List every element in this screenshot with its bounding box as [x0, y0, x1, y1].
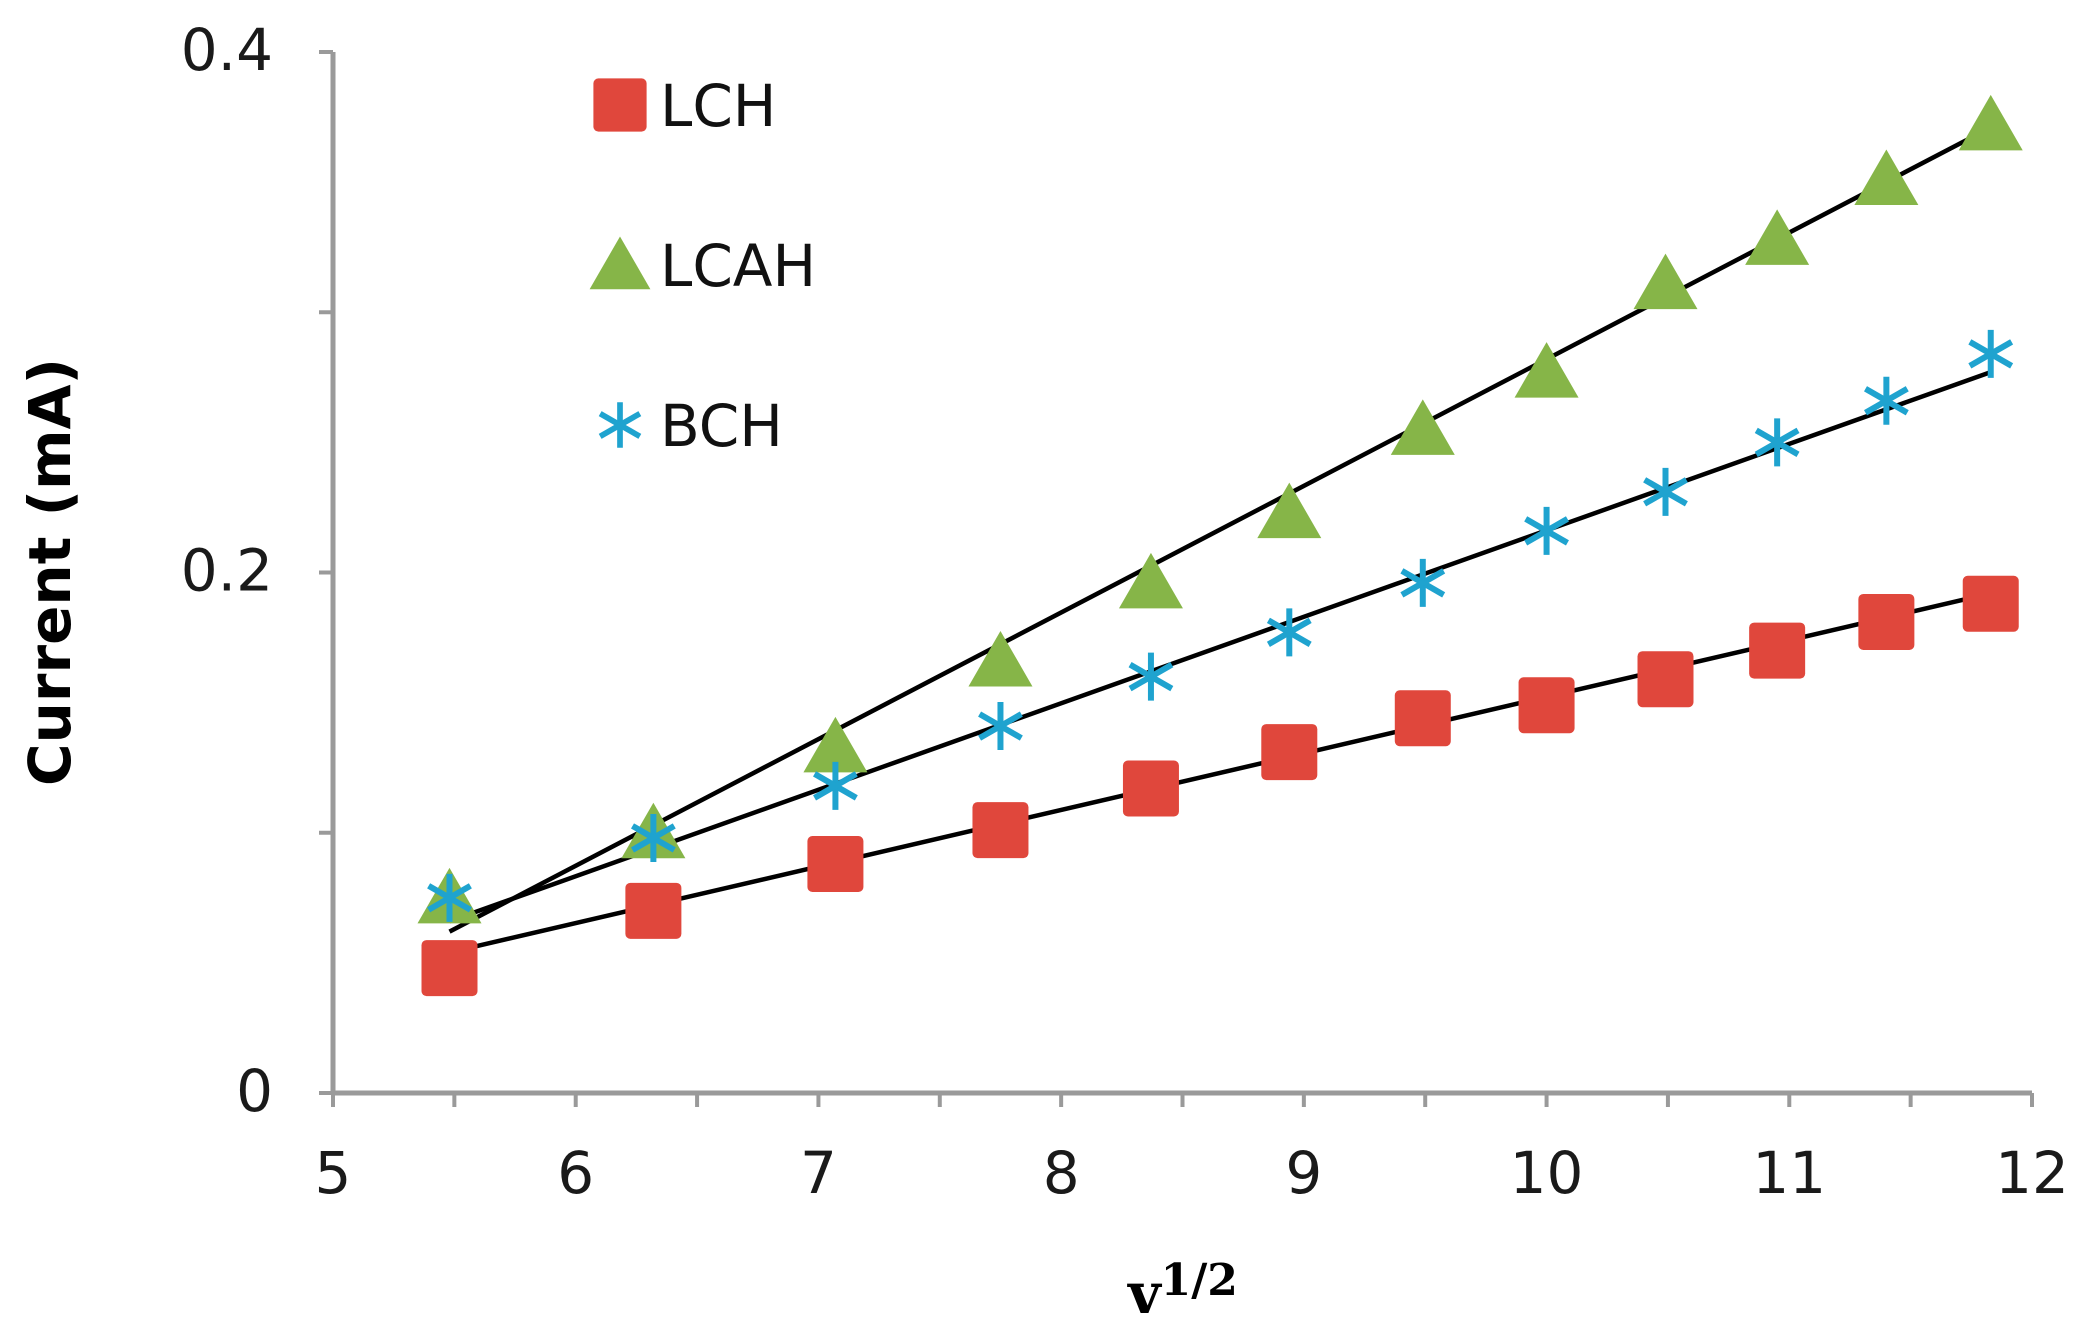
- x-tick-label: 8: [1043, 1139, 1080, 1207]
- asterisk-stroke: [598, 411, 642, 439]
- data-point-lcah: [803, 716, 868, 773]
- data-point-lcah: [1118, 552, 1183, 609]
- legend-item-bch: BCH: [598, 392, 783, 460]
- asterisk-stroke: [1266, 617, 1312, 647]
- data-point-lcah: [1745, 209, 1810, 265]
- data-point-lch: [807, 835, 864, 892]
- data-point-bch: [978, 702, 1023, 751]
- y-tick-label: 0.4: [181, 16, 273, 84]
- fit-line-lcah: [448, 125, 1992, 934]
- x-tick-label: 6: [557, 1139, 594, 1207]
- data-point-bch: [1128, 652, 1174, 701]
- asterisk-stroke: [1643, 477, 1688, 507]
- x-tick-label: 12: [1995, 1139, 2069, 1207]
- asterisk-stroke: [978, 711, 1023, 741]
- data-point-bch: [427, 873, 472, 922]
- x-axis-label: v1/2: [1126, 1255, 1238, 1327]
- y-tick-label: 0.2: [181, 537, 273, 605]
- fit-line-bch: [448, 369, 1992, 924]
- data-point-bch: [1968, 329, 2014, 378]
- x-axis-label-base: v: [1126, 1261, 1162, 1327]
- data-point-lcah: [968, 630, 1033, 687]
- x-tick-label: 7: [800, 1139, 837, 1207]
- asterisk-stroke: [813, 771, 858, 801]
- data-point-lch: [1858, 593, 1915, 650]
- data-point-lch: [1394, 690, 1451, 747]
- data-point-bch: [631, 813, 676, 862]
- axes-layer: [330, 52, 2032, 1096]
- series-bch: [427, 329, 2014, 922]
- x-tick-label: 9: [1285, 1139, 1322, 1207]
- data-point-lch: [1637, 651, 1694, 708]
- asterisk-stroke: [631, 823, 676, 853]
- asterisk-stroke: [427, 883, 472, 913]
- series-lcah: [417, 94, 2023, 924]
- data-point-bch: [1754, 418, 1800, 467]
- data-point-bch: [813, 761, 858, 810]
- asterisk-stroke: [1754, 427, 1800, 457]
- data-point-lch: [1749, 622, 1806, 679]
- data-markers: [417, 94, 2023, 997]
- asterisk-stroke: [1400, 568, 1446, 598]
- data-point-lch: [421, 940, 478, 997]
- legend-item-lcah: LCAH: [589, 232, 816, 300]
- data-point-lcah: [1514, 342, 1579, 398]
- x-tick-label: 5: [315, 1139, 352, 1207]
- asterisk-stroke: [1128, 661, 1174, 692]
- x-tick-label: 11: [1752, 1139, 1826, 1207]
- legend-marker-lcah: [589, 236, 651, 290]
- legend-marker-lch: [593, 78, 647, 132]
- data-point-lch: [1962, 575, 2019, 632]
- y-tick-label: 0: [236, 1057, 273, 1125]
- data-point-lcah: [1633, 253, 1698, 310]
- data-point-lcah: [1958, 94, 2023, 151]
- fit-line-lch: [448, 591, 1992, 955]
- asterisk-stroke: [1524, 516, 1569, 546]
- data-point-lcah: [1854, 149, 1919, 206]
- data-point-bch: [1524, 506, 1569, 555]
- data-point-lch: [1261, 724, 1318, 781]
- asterisk-stroke: [1863, 386, 1909, 416]
- legend-marker-bch: [598, 402, 642, 448]
- asterisk-stroke: [1968, 339, 2014, 369]
- data-point-lcah: [1257, 482, 1322, 539]
- legend-label-bch: BCH: [660, 392, 783, 460]
- data-point-lch: [625, 882, 682, 939]
- data-point-lch: [1518, 677, 1575, 734]
- fit-lines: [448, 125, 1992, 955]
- ticks-layer: 5 6 7 8 9 10 11 12 0 0.2 0.4: [181, 16, 2069, 1207]
- data-point-bch: [1863, 376, 1909, 425]
- data-point-lch: [972, 802, 1029, 859]
- series-lch: [421, 575, 2019, 997]
- legend-label-lcah: LCAH: [660, 232, 816, 300]
- data-point-bch: [1643, 467, 1688, 516]
- legend-item-lch: LCH: [593, 72, 776, 140]
- legend-label-lch: LCH: [660, 72, 776, 140]
- data-point-bch: [1266, 608, 1312, 657]
- data-point-bch: [1400, 558, 1446, 607]
- legend: LCH LCAH BCH: [589, 72, 816, 460]
- x-tick-label: 10: [1510, 1139, 1584, 1207]
- data-point-lcah: [1390, 399, 1455, 455]
- y-axis-label: Current (mA): [16, 358, 84, 786]
- x-axis-label-superscript: 1/2: [1161, 1255, 1238, 1306]
- data-point-lch: [1122, 760, 1179, 817]
